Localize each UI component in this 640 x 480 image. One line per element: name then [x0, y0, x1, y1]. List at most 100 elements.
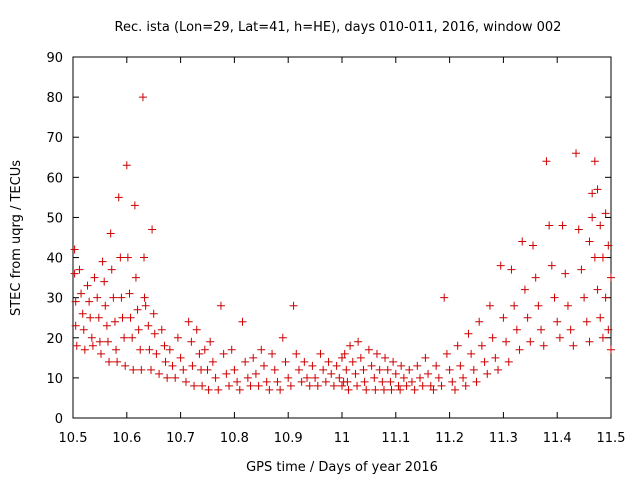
data-point	[130, 201, 139, 210]
data-point	[580, 293, 589, 302]
data-point	[450, 385, 459, 394]
data-point	[219, 349, 228, 358]
data-point	[370, 373, 379, 382]
data-point	[129, 365, 138, 374]
y-tick-label: 80	[46, 91, 63, 106]
data-point	[338, 381, 346, 390]
data-point	[453, 341, 462, 350]
data-point	[459, 373, 468, 382]
data-point	[241, 357, 250, 366]
data-point	[426, 381, 435, 390]
data-point	[101, 301, 110, 310]
x-tick-label: 11.5	[597, 431, 626, 446]
data-point	[176, 353, 185, 362]
data-point	[126, 313, 135, 322]
data-point	[442, 349, 451, 358]
data-point	[604, 325, 613, 334]
data-point	[90, 273, 99, 282]
data-point	[265, 385, 274, 394]
data-point	[518, 237, 527, 246]
data-point	[588, 189, 597, 198]
data-point	[399, 373, 408, 382]
data-point	[105, 357, 114, 366]
data-point	[456, 361, 465, 370]
data-point	[340, 349, 349, 358]
data-point	[327, 369, 336, 378]
data-point	[144, 321, 153, 330]
data-point	[585, 337, 594, 346]
data-point	[405, 365, 414, 374]
data-point	[87, 333, 96, 342]
data-point	[550, 293, 559, 302]
data-point	[464, 329, 473, 338]
data-point	[386, 377, 395, 386]
data-point	[378, 377, 387, 386]
x-tick-label: 11.4	[543, 431, 572, 446]
data-point	[563, 301, 572, 310]
data-point	[485, 301, 494, 310]
data-point	[343, 377, 352, 386]
data-point	[348, 357, 357, 366]
data-point	[572, 149, 581, 158]
data-point	[534, 301, 543, 310]
data-point	[270, 365, 279, 374]
data-point	[284, 373, 293, 382]
y-tick-label: 20	[46, 332, 63, 347]
data-point	[372, 349, 381, 358]
data-point	[200, 345, 209, 354]
x-tick-label: 10.8	[220, 431, 249, 446]
data-point	[71, 321, 80, 330]
data-point	[607, 273, 615, 282]
data-point	[235, 385, 244, 394]
data-point	[598, 333, 607, 342]
data-point	[590, 253, 599, 262]
y-axis-ticks: 0 10 20 30 40 50 60 70 80 90	[46, 51, 611, 427]
data-point	[286, 381, 295, 390]
data-point	[179, 365, 188, 374]
x-tick-label: 11	[334, 431, 351, 446]
data-point	[77, 289, 86, 298]
data-point	[187, 337, 196, 346]
data-point	[203, 365, 212, 374]
x-tick-label: 11.1	[381, 431, 410, 446]
data-point	[335, 373, 344, 382]
data-point	[604, 241, 613, 250]
data-point	[561, 269, 570, 278]
data-point	[445, 365, 454, 374]
data-point	[148, 225, 157, 234]
data-point	[208, 357, 217, 366]
data-point	[424, 369, 433, 378]
data-point	[171, 373, 180, 382]
data-point	[160, 341, 169, 350]
data-point	[410, 385, 419, 394]
data-point	[289, 301, 298, 310]
data-point	[553, 317, 562, 326]
data-point	[225, 381, 234, 390]
data-point	[118, 313, 127, 322]
data-point	[590, 157, 599, 166]
data-point	[216, 301, 225, 310]
data-point	[305, 381, 314, 390]
data-point	[155, 369, 164, 378]
data-point	[469, 365, 478, 374]
data-point	[303, 373, 312, 382]
data-point	[86, 313, 95, 322]
data-point	[93, 293, 102, 302]
data-point	[198, 381, 207, 390]
x-tick-label: 10.7	[166, 431, 195, 446]
data-point	[133, 305, 142, 314]
data-point	[360, 377, 369, 386]
data-point	[106, 229, 115, 238]
data-point	[140, 293, 149, 302]
data-point	[566, 325, 575, 334]
data-point	[526, 337, 535, 346]
y-tick-label: 30	[46, 292, 63, 307]
data-point	[338, 353, 346, 362]
data-point	[85, 297, 94, 306]
x-axis-ticks: 10.5 10.6 10.7 10.8 10.9 11 11.1 11.2 11.3 11.4 11…	[59, 57, 626, 446]
data-point	[294, 365, 303, 374]
data-point	[70, 269, 79, 278]
data-point	[116, 253, 125, 262]
data-point	[531, 273, 540, 282]
data-point	[145, 345, 154, 354]
